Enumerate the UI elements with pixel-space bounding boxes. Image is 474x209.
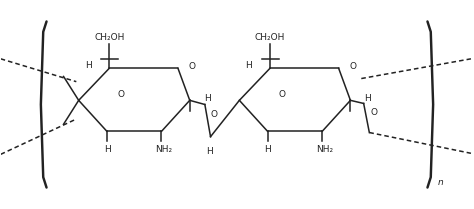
Text: CH₂OH: CH₂OH — [94, 33, 125, 42]
Text: H: H — [204, 94, 210, 103]
Text: n: n — [438, 177, 444, 186]
Text: CH₂OH: CH₂OH — [255, 33, 285, 42]
Text: O: O — [278, 90, 285, 99]
Text: NH₂: NH₂ — [155, 145, 173, 154]
Text: O: O — [349, 62, 356, 71]
Text: H: H — [85, 61, 91, 70]
Text: O: O — [370, 108, 377, 117]
Text: H: H — [104, 145, 110, 154]
Text: H: H — [264, 145, 271, 154]
Text: H: H — [246, 61, 252, 70]
Text: NH₂: NH₂ — [316, 145, 333, 154]
Text: H: H — [365, 94, 371, 103]
Text: O: O — [188, 62, 195, 71]
Text: O: O — [210, 110, 218, 119]
Text: O: O — [118, 90, 125, 99]
Text: H: H — [206, 148, 213, 157]
